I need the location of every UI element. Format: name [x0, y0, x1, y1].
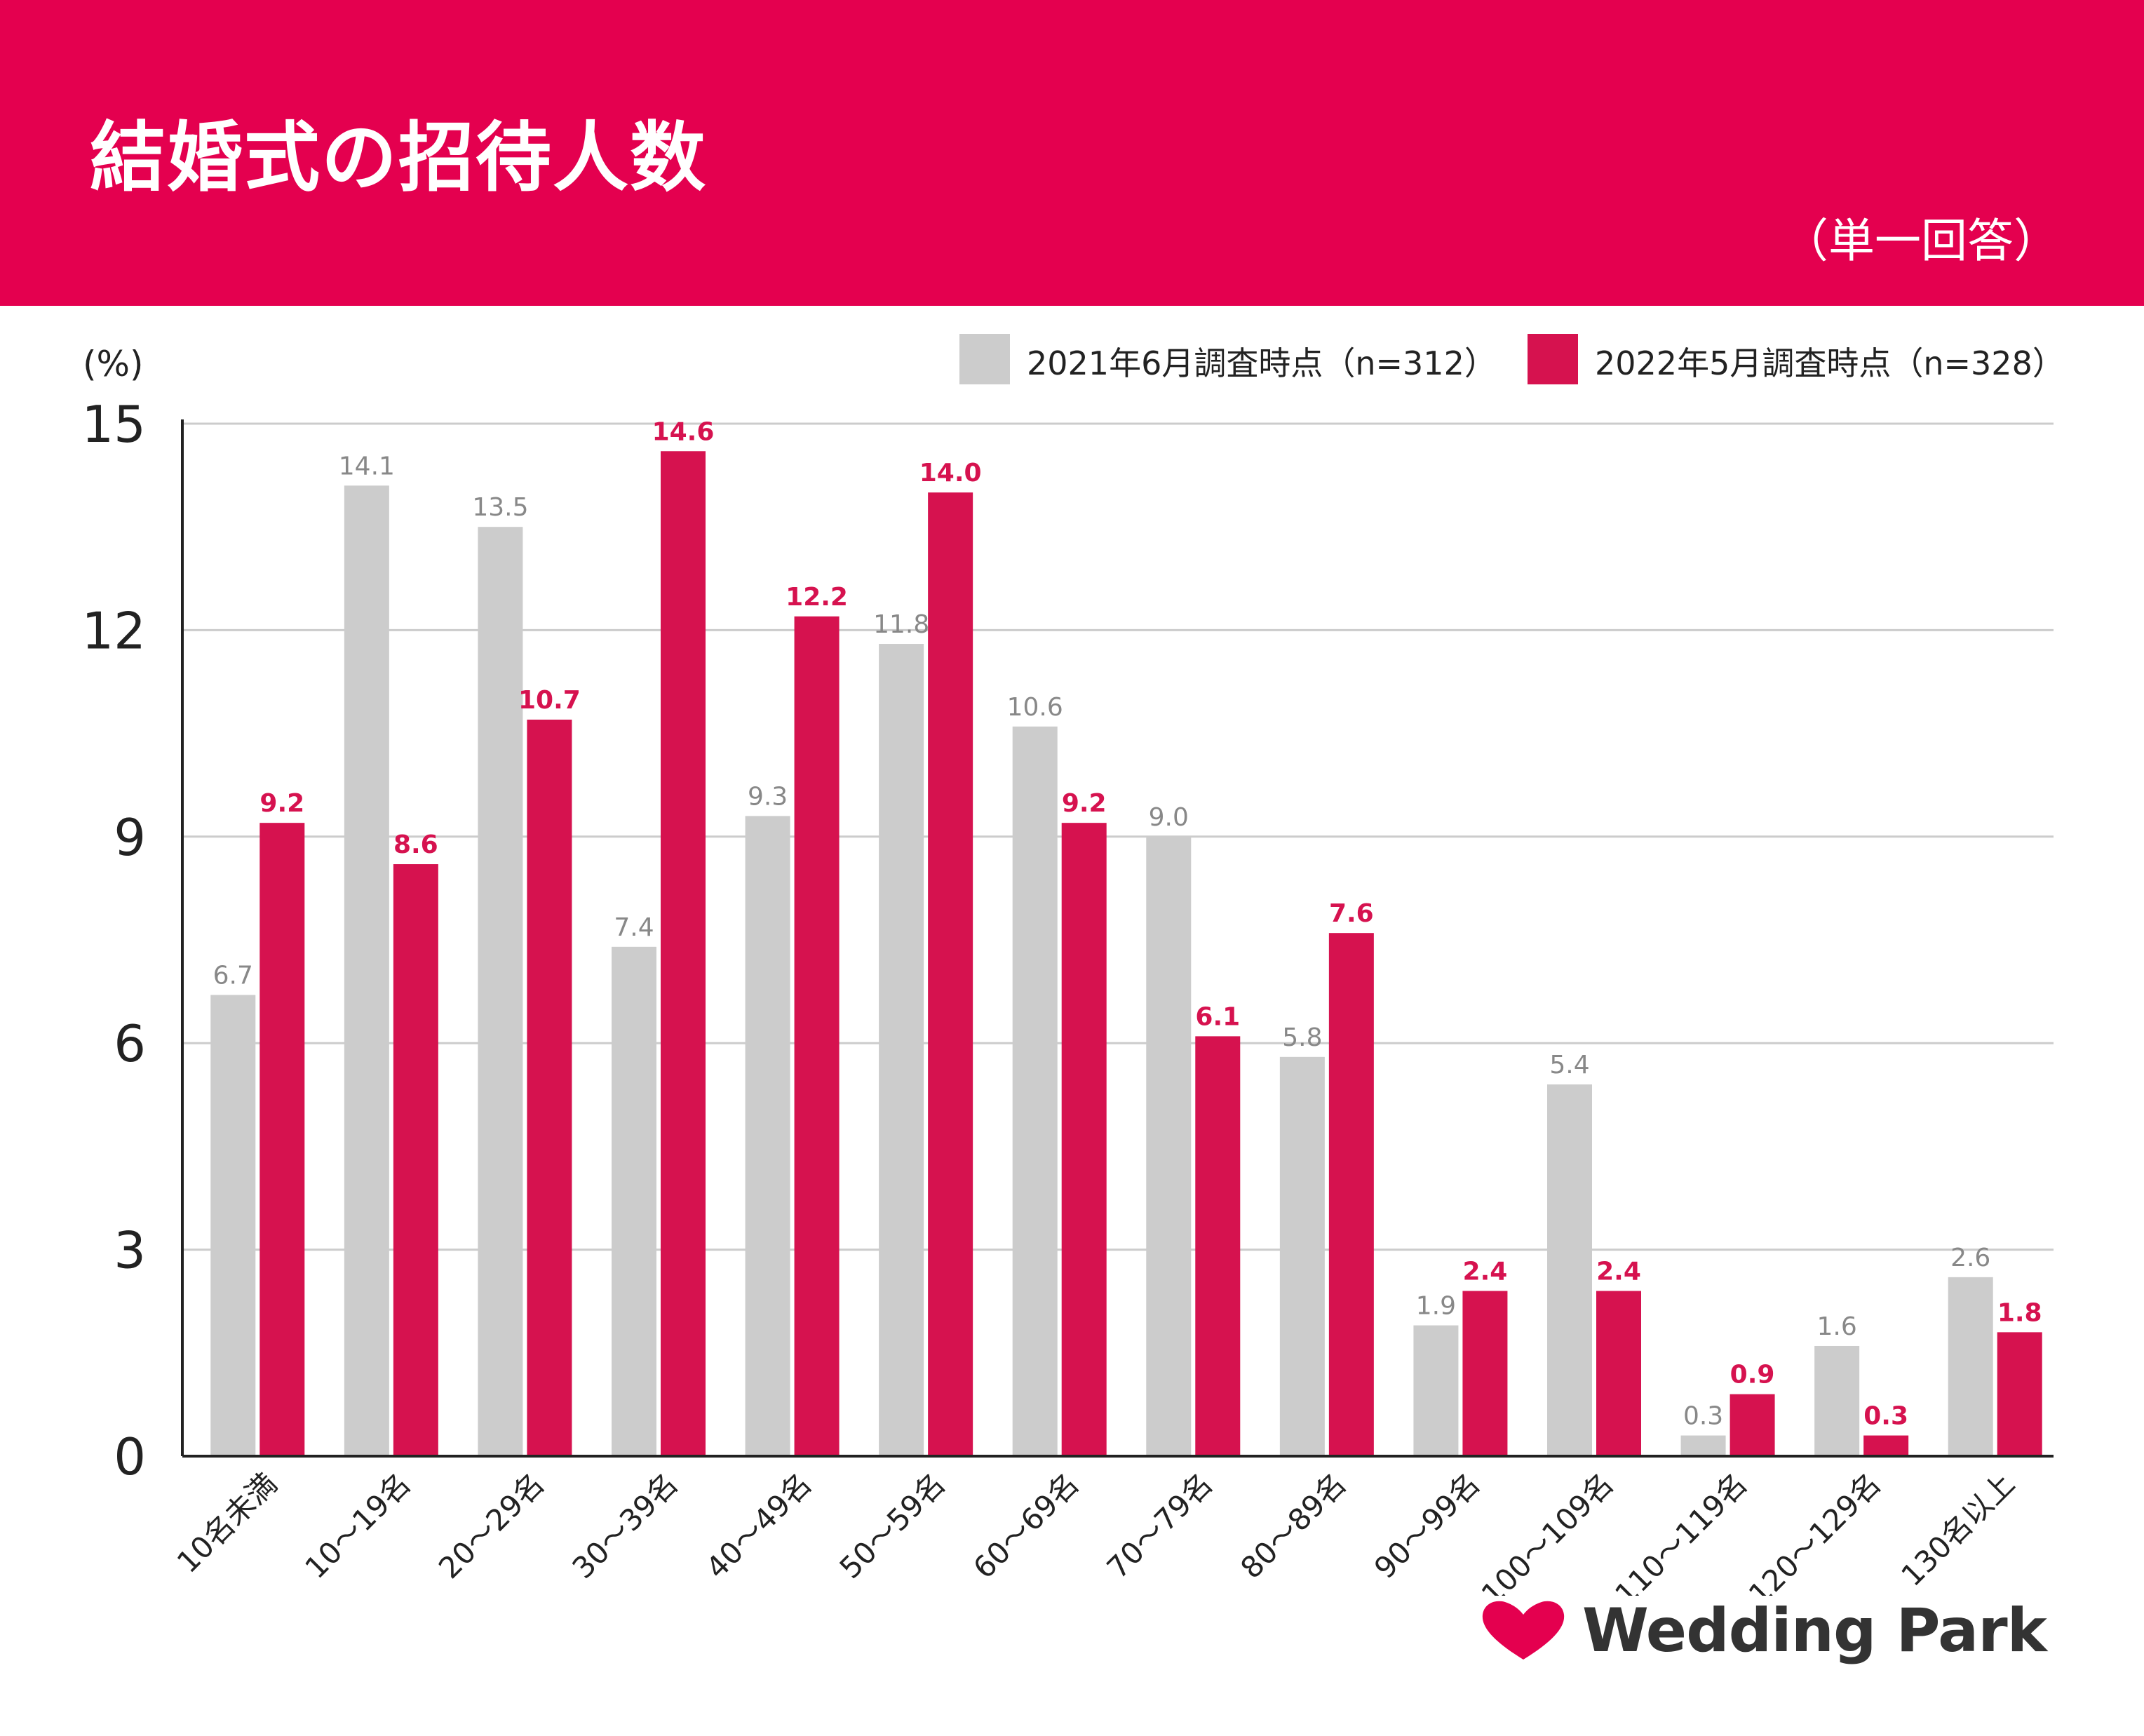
x-tick-label: 110～119名 [1608, 1466, 1753, 1596]
y-tick-label: 15 [81, 395, 146, 454]
bar-2022 [928, 492, 973, 1456]
x-tick-label: 50～59名 [833, 1466, 952, 1585]
data-label-2021: 5.4 [1549, 1051, 1589, 1079]
data-label-2022: 9.2 [1062, 789, 1107, 818]
legend-swatch-2022 [1528, 334, 1578, 384]
data-label-2022: 6.1 [1195, 1002, 1240, 1031]
x-tick-label: 60～69名 [966, 1466, 1086, 1585]
bar-2022 [1061, 823, 1107, 1456]
y-tick-label: 6 [114, 1014, 146, 1073]
data-label-2021: 9.0 [1149, 803, 1189, 832]
y-tick-label: 3 [114, 1221, 146, 1280]
legend-label-2021: 2021年6月調査時点（n=312） [1027, 344, 1497, 382]
bar-2022 [1730, 1394, 1775, 1456]
data-label-2021: 11.8 [873, 610, 929, 639]
data-label-2022: 7.6 [1329, 899, 1374, 928]
bar-2021 [1279, 1056, 1325, 1456]
x-tick-label: 120～129名 [1742, 1466, 1887, 1596]
x-tick-label: 20～29名 [432, 1466, 551, 1585]
data-label-2022: 0.9 [1730, 1361, 1775, 1390]
data-label-2022: 2.4 [1596, 1257, 1641, 1286]
bar-2022 [1863, 1435, 1909, 1456]
data-label-2021: 7.4 [614, 913, 654, 942]
bar-2021 [612, 946, 656, 1456]
bar-2021 [1680, 1435, 1726, 1456]
data-label-2022: 8.6 [393, 830, 438, 859]
data-label-2022: 14.0 [919, 459, 982, 487]
data-label-2022: 2.4 [1463, 1257, 1508, 1286]
data-label-2021: 14.1 [339, 452, 395, 480]
bar-2021 [1814, 1345, 1860, 1456]
data-label-2021: 1.9 [1416, 1292, 1456, 1321]
data-label-2022: 0.3 [1863, 1402, 1908, 1431]
bar-2022 [527, 719, 572, 1456]
y-tick-label: 12 [81, 601, 146, 660]
bar-2021 [1012, 726, 1058, 1456]
y-tick-label: 0 [114, 1427, 146, 1486]
bar-2021 [344, 485, 389, 1456]
x-tick-label: 80～89名 [1234, 1466, 1353, 1585]
bar-2021 [210, 995, 256, 1456]
bar-2022 [1596, 1291, 1641, 1456]
bar-2021 [1146, 836, 1192, 1456]
data-label-2021: 9.3 [748, 782, 788, 811]
page-title: 結婚式の招待人数 [90, 114, 708, 202]
bar-2022 [1462, 1291, 1508, 1456]
legend-swatch-2021 [959, 334, 1010, 384]
data-label-2021: 13.5 [472, 493, 528, 522]
x-tick-label: 30～39名 [565, 1466, 685, 1585]
bar-2022 [393, 864, 438, 1456]
legend-label-2022: 2022年5月調査時点（n=328） [1595, 344, 2065, 382]
x-tick-label: 100～109名 [1475, 1466, 1620, 1596]
bar-chart: (%) 0 3 6 9 12 15 6.7 9.2 10名未満 14.1 8.6 10～19名 13.5 1… [81, 334, 2065, 1596]
bar-2021 [879, 644, 924, 1457]
wedding-park-logo: Wedding Park [1480, 1596, 2047, 1666]
x-tick-label: 40～49名 [699, 1466, 818, 1585]
y-tick-label: 9 [114, 808, 146, 867]
data-label-2022: 14.6 [652, 417, 715, 446]
data-label-2022: 10.7 [518, 686, 581, 715]
bar-2022 [1328, 933, 1374, 1456]
data-label-2021: 2.6 [1950, 1244, 1990, 1272]
data-label-2021: 6.7 [213, 962, 253, 990]
data-label-2021: 1.6 [1817, 1312, 1857, 1341]
data-label-2021: 10.6 [1007, 693, 1063, 722]
data-label-2022: 12.2 [786, 583, 848, 612]
bar-2021 [478, 527, 523, 1457]
x-tick-label: 130名以上 [1894, 1466, 2021, 1592]
data-label-2022: 1.8 [1997, 1298, 2042, 1327]
bar-2022 [661, 451, 706, 1456]
y-unit-label: (%) [83, 344, 144, 384]
bar-2021 [1547, 1084, 1592, 1456]
header-banner: 結婚式の招待人数 （単一回答） [0, 0, 2144, 306]
logo-text: Wedding Park [1582, 1596, 2047, 1666]
data-label-2021: 5.8 [1282, 1023, 1322, 1052]
x-tick-label: 10～19名 [298, 1466, 417, 1585]
bar-2022 [259, 823, 305, 1456]
bar-2021 [1413, 1325, 1459, 1456]
bar-2022 [1997, 1332, 2042, 1456]
bar-2021 [1948, 1277, 1993, 1456]
heart-icon [1482, 1601, 1565, 1660]
x-tick-label: 10名未満 [170, 1466, 284, 1580]
x-tick-label: 90～99名 [1368, 1466, 1487, 1585]
bar-2022 [1195, 1036, 1241, 1456]
data-label-2022: 9.2 [259, 789, 304, 818]
bar-2022 [794, 616, 840, 1456]
bar-2021 [745, 816, 790, 1456]
data-label-2021: 0.3 [1683, 1402, 1723, 1431]
answer-type-note: （単一回答） [1782, 214, 2060, 268]
x-tick-label: 70～79名 [1100, 1466, 1220, 1585]
